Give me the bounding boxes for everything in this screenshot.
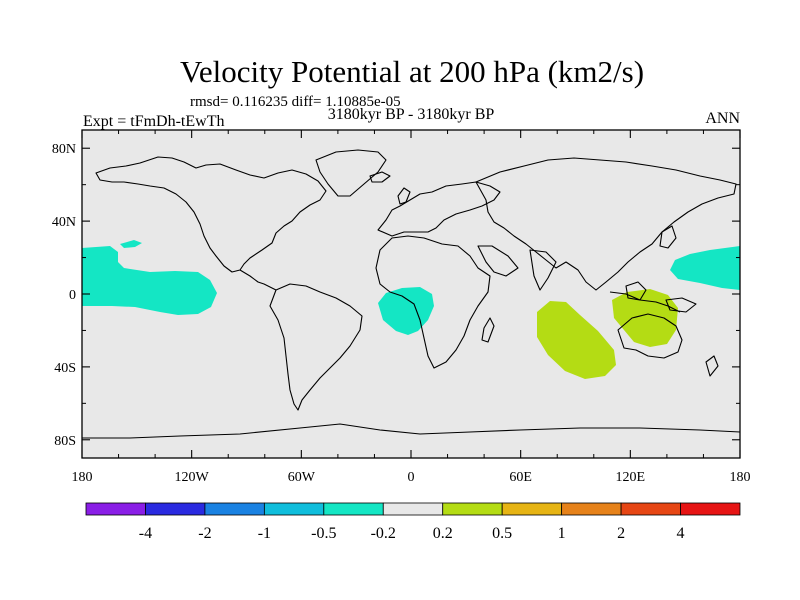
coast-borneo [625,281,647,301]
stats-label: rmsd= 0.116235 diff= 1.10885e-05 [190,94,401,110]
colorbar-box [323,502,384,516]
chart-title: Velocity Potential at 200 hPa (km2/s) [180,54,644,89]
colorbar-label: -0.2 [371,525,396,542]
coast-india [529,249,557,291]
y-tick-label: 80N [52,142,76,157]
x-tick-label: 180 [72,470,93,485]
x-tick-label: 60W [288,470,316,485]
coast-africa [375,235,491,369]
colorbar-label: 0.5 [492,525,512,542]
colorbar-box [263,502,325,516]
colorbar-box [680,502,741,516]
y-tick-label: 40S [54,361,76,376]
coast-new-zealand [705,355,719,377]
coast-japan [659,225,677,249]
colorbar-box [145,502,206,516]
experiment-label: Expt = tFmDh-tEwTh [83,113,224,130]
colorbar-box [501,502,563,516]
coast-south-america [269,283,363,411]
colorbar-box [382,502,444,516]
colorbar-label: 2 [617,525,625,542]
coast-uk [397,187,411,205]
coast-asia [475,157,737,291]
x-tick-label: 120W [175,470,210,485]
coastlines [82,149,741,439]
coast-north-america [95,156,327,273]
coast-indonesia [609,291,681,313]
map-ticks: 180 120W 60W 0 60E 120E 180 80N 40N 0 40S 80S [52,130,751,485]
coast-new-guinea [665,297,697,313]
region-north-pacific-negative [82,246,217,315]
coast-madagascar [481,317,495,343]
colorbar-box [561,502,622,516]
coast-iceland [369,171,391,183]
colorbar: -4 -2 -1 -0.5 -0.2 0.2 0.5 1 2 4 [85,502,741,542]
colorbar-box [204,502,265,516]
colorbar-label: 4 [677,525,685,542]
region-south-atlantic-negative [378,287,434,335]
y-tick-label: 40N [52,215,76,230]
x-tick-label: 0 [408,470,415,485]
y-tick-label: 0 [69,288,76,303]
x-tick-label: 60E [509,470,532,485]
colorbar-box [620,502,681,516]
coast-antarctica [82,423,741,439]
coast-arabia [477,245,519,277]
colorbar-label: 1 [558,525,566,542]
season-label: ANN [705,110,740,127]
coast-central-america [239,269,277,291]
colorbar-label: -1 [258,525,271,542]
region-indian-ocean-positive [537,301,616,379]
x-tick-label: 180 [730,470,751,485]
map-area: 180 120W 60W 0 60E 120E 180 80N 40N 0 40S 80S [52,129,751,485]
colorbar-box [442,502,503,516]
period-label: 3180kyr BP - 3180kyr BP [328,106,495,123]
colorbar-label: -2 [198,525,211,542]
coast-australia [617,313,683,359]
region-north-pacific-small-blob [120,240,142,248]
colorbar-label: 0.2 [433,525,453,542]
colorbar-label: -0.5 [311,525,336,542]
y-tick-label: 80S [54,434,76,449]
x-tick-label: 120E [616,470,646,485]
region-northwest-pacific-negative [670,246,740,290]
colorbar-label: -4 [139,525,152,542]
colorbar-box [85,502,146,516]
coast-europe [377,181,501,237]
